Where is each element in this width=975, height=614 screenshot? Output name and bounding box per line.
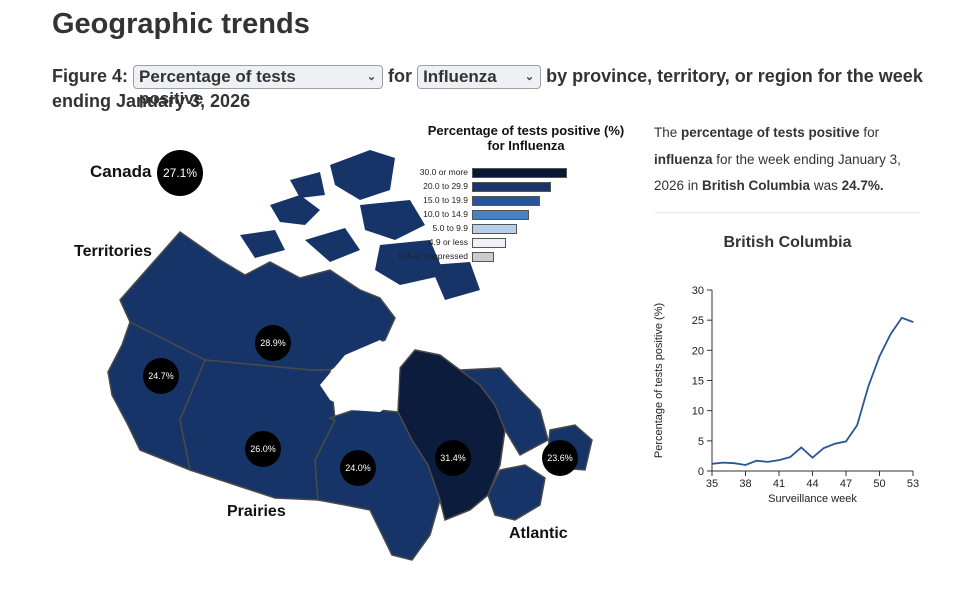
legend-label: 4.9 or less (428, 237, 468, 247)
summary-disease: influenza (654, 151, 713, 167)
y-tick-label: 15 (692, 376, 704, 388)
canada-label: Canada (90, 162, 152, 181)
value-atlantic[interactable]: 23.6% (542, 440, 578, 476)
label-territories: Territories (74, 243, 152, 260)
legend-swatch (472, 238, 506, 248)
figure-suffix: by province, territory, or region for th… (52, 66, 923, 112)
data-point (878, 355, 881, 357)
data-point (722, 461, 724, 464)
summary-text-part: The (654, 125, 682, 140)
y-axis-label: Percentage of tests positive (%) (653, 303, 665, 458)
value-territories[interactable]: 28.9% (255, 325, 291, 361)
data-point (756, 460, 758, 462)
summary-text-part: for (859, 125, 880, 140)
data-point (867, 385, 869, 388)
value-ontario[interactable]: 24.0% (340, 450, 376, 486)
y-tick-label: 0 (698, 466, 704, 478)
data-point (767, 461, 769, 463)
x-tick-label: 53 (907, 478, 919, 490)
legend-swatch (472, 224, 517, 234)
measure-select[interactable]: Percentage of tests positive ⌄ (133, 65, 384, 108)
legend-swatch (472, 196, 540, 206)
legend-label: 20.0 to 29.9 (423, 181, 468, 191)
data-point (778, 459, 780, 461)
summary-value: 24.7%. (841, 178, 884, 193)
legend-item: 30.0 or more (380, 167, 640, 178)
x-tick-label: 50 (873, 478, 885, 490)
region-quebec[interactable] (397, 349, 506, 522)
canada-value: 27.1% (157, 150, 203, 196)
y-tick-label: 20 (692, 345, 704, 357)
x-tick-label: 41 (773, 478, 785, 490)
y-tick-label: 25 (692, 315, 704, 327)
data-point (800, 446, 802, 449)
summary-text: The percentage of tests positive for inf… (654, 120, 929, 200)
value-prairies[interactable]: 26.0% (245, 431, 281, 467)
disease-select-value: Influenza (423, 67, 497, 87)
x-tick-label: 47 (840, 478, 852, 490)
summary-measure: percentage of tests positive (681, 125, 860, 140)
legend-item: 4.9 or less (380, 237, 640, 248)
legend-swatch (472, 168, 567, 178)
region-atlantic-maritimes[interactable] (487, 464, 546, 521)
x-axis-label: Surveillance week (768, 493, 857, 505)
y-tick-label: 30 (692, 285, 704, 297)
figure-prefix: Figure 4: (52, 66, 129, 86)
divider (655, 212, 920, 213)
disease-select[interactable]: Influenza ⌄ (417, 65, 542, 90)
legend-swatch (472, 252, 494, 262)
legend-swatch (472, 210, 529, 220)
hudson-bay (320, 340, 400, 412)
data-point (901, 317, 903, 319)
summary-region: British Columbia (702, 178, 811, 193)
chart-title: British Columbia (723, 234, 852, 251)
y-tick-label: 5 (698, 436, 704, 448)
page-title: Geographic trends (52, 8, 310, 40)
legend-item: 20.0 to 29.9 (380, 181, 640, 192)
data-point (789, 456, 791, 458)
data-point (811, 457, 814, 459)
series-line (711, 316, 914, 466)
value-british-columbia[interactable]: 24.7% (143, 358, 179, 394)
label-prairies: Prairies (227, 503, 286, 520)
y-tick-label: 10 (692, 406, 704, 418)
legend-item: N/A or suppressed (380, 251, 640, 262)
figure-caption: Figure 4: Percentage of tests positive ⌄ … (52, 64, 932, 114)
legend-title: Percentage of tests positive (%) for Inf… (427, 123, 625, 153)
data-point (845, 440, 847, 443)
data-point (744, 464, 747, 466)
data-point (711, 463, 713, 465)
legend-item: 15.0 to 19.9 (380, 195, 640, 206)
arctic-islands[interactable] (240, 150, 480, 300)
legend-label: 10.0 to 14.9 (423, 209, 468, 219)
legend-label: 15.0 to 19.9 (423, 195, 468, 205)
region-atlantic[interactable] (457, 367, 549, 456)
summary-text-part: for the week ending January 3, 2026 in (654, 151, 901, 194)
legend-label: 5.0 to 9.9 (432, 223, 468, 233)
x-tick-label: 38 (739, 478, 751, 490)
measure-select-value: Percentage of tests positive (139, 67, 296, 109)
data-point (912, 321, 914, 323)
for-word: for (388, 66, 413, 86)
legend-label: N/A or suppressed (398, 251, 468, 261)
data-point (733, 462, 735, 464)
data-point (834, 443, 836, 445)
region-prairies[interactable] (179, 359, 336, 501)
summary-text-part: was (810, 178, 842, 193)
data-point (856, 424, 858, 426)
x-tick-label: 35 (706, 478, 718, 490)
data-point (890, 333, 892, 335)
line-chart: 0 5 10 15 20 25 30 35 38 41 44 47 50 53 Percentage of… (653, 285, 919, 505)
value-quebec[interactable]: 31.4% (435, 440, 471, 476)
data-point (823, 447, 825, 449)
legend-item: 10.0 to 14.9 (380, 209, 640, 220)
x-tick-label: 44 (806, 478, 818, 490)
canada-map (107, 150, 593, 561)
label-atlantic: Atlantic (509, 525, 568, 542)
chevron-down-icon: ⌄ (366, 71, 377, 84)
legend-item: 5.0 to 9.9 (380, 223, 640, 234)
legend-label: 30.0 or more (419, 167, 468, 177)
legend-swatch (472, 182, 551, 192)
chevron-down-icon: ⌄ (524, 71, 535, 84)
